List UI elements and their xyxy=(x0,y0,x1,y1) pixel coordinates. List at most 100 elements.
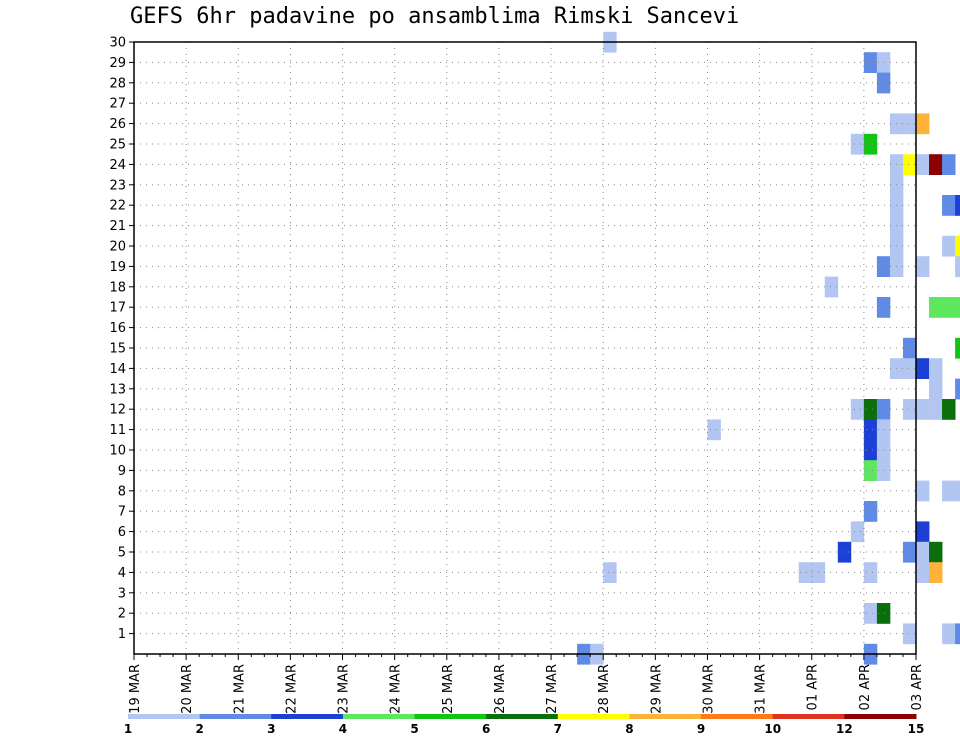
chart-title: GEFS 6hr padavine po ansamblima Rimski S… xyxy=(130,4,740,29)
heatmap-cell xyxy=(916,541,930,563)
y-tick-label: 13 xyxy=(109,382,126,397)
heatmap-cell xyxy=(942,154,956,175)
y-tick-label: 2 xyxy=(118,607,126,622)
heatmap-cell xyxy=(929,541,943,563)
heatmap-cell xyxy=(942,399,956,420)
x-tick-label: 26 MAR xyxy=(493,664,508,714)
heatmap-cell xyxy=(902,358,917,379)
y-tick-label: 21 xyxy=(109,219,126,234)
heatmap-cell xyxy=(850,399,865,420)
heatmap-cell xyxy=(902,399,917,420)
legend-label: 3 xyxy=(267,722,275,736)
heatmap-cell xyxy=(876,460,891,481)
legend-label: 2 xyxy=(195,722,203,736)
legend-label: 7 xyxy=(554,722,562,736)
legend-label: 4 xyxy=(339,722,347,736)
x-tick-label: 20 MAR xyxy=(180,664,195,714)
heatmap-cell xyxy=(916,154,930,175)
y-tick-label: 12 xyxy=(109,403,126,418)
x-tick-label: 03 APR xyxy=(910,664,925,710)
heatmap-cell xyxy=(837,541,852,563)
heatmap-cell xyxy=(916,480,930,502)
heatmap-cell xyxy=(876,419,891,441)
heatmap-cell xyxy=(916,113,930,135)
heatmap-cell xyxy=(902,113,917,135)
legend-swatch xyxy=(557,714,630,719)
y-tick-label: 15 xyxy=(109,342,126,357)
heatmap-cell xyxy=(902,337,917,359)
legend-swatch xyxy=(414,714,487,719)
y-tick-label: 5 xyxy=(118,546,126,561)
heatmap-cell xyxy=(955,195,960,216)
legend-label: 8 xyxy=(625,722,633,736)
y-tick-label: 9 xyxy=(118,464,126,479)
heatmap-cell xyxy=(902,623,917,645)
heatmap-cell xyxy=(863,603,878,624)
y-tick-label: 8 xyxy=(118,484,126,499)
y-tick-label: 1 xyxy=(118,627,126,642)
legend-swatch xyxy=(486,714,559,719)
legend-swatch xyxy=(701,714,774,719)
heatmap-cell xyxy=(850,133,865,155)
y-tick-label: 14 xyxy=(109,362,126,377)
y-tick-label: 20 xyxy=(109,240,126,255)
legend-label: 15 xyxy=(908,722,925,736)
heatmap-cell xyxy=(876,297,891,318)
heatmap-cell xyxy=(863,439,878,461)
heatmap-cell xyxy=(955,337,960,359)
heatmap-cell xyxy=(876,603,891,624)
heatmap-cell xyxy=(916,521,930,543)
y-tick-label: 17 xyxy=(109,301,126,316)
heatmap-cell xyxy=(929,562,943,583)
legend-swatch xyxy=(772,714,845,719)
x-tick-label: 24 MAR xyxy=(389,664,404,714)
heatmap-cell xyxy=(942,235,956,257)
legend-label: 5 xyxy=(410,722,418,736)
x-tick-label: 01 APR xyxy=(806,664,821,710)
heatmap-cell xyxy=(603,562,617,583)
heatmap-cell xyxy=(929,378,943,400)
heatmap-cell xyxy=(929,297,943,318)
heatmap-cell xyxy=(929,399,943,420)
heatmap-cell xyxy=(902,154,917,175)
y-tick-label: 29 xyxy=(109,56,126,71)
heatmap-cell xyxy=(955,623,960,645)
y-tick-label: 16 xyxy=(109,321,126,336)
y-tick-label: 18 xyxy=(109,280,126,295)
heatmap-cell xyxy=(942,195,956,216)
legend-swatch xyxy=(271,714,344,719)
heatmap-cell xyxy=(916,256,930,277)
heatmap-cell xyxy=(876,52,891,73)
heatmap-cell xyxy=(942,297,956,318)
heatmap-cell xyxy=(798,562,813,583)
heatmap-cell xyxy=(876,399,891,420)
legend-label: 9 xyxy=(697,722,705,736)
y-tick-label: 27 xyxy=(109,97,126,112)
y-tick-label: 6 xyxy=(118,525,126,540)
x-tick-label: 22 MAR xyxy=(284,664,299,714)
heatmap-cell xyxy=(902,541,917,563)
x-tick-label: 31 MAR xyxy=(754,664,769,714)
heatmap-cell xyxy=(955,297,960,318)
heatmap-cell xyxy=(824,276,839,298)
legend-label: 1 xyxy=(124,722,132,736)
y-tick-label: 10 xyxy=(109,444,126,459)
heatmap-cell xyxy=(850,521,865,543)
legend-swatch xyxy=(199,714,272,719)
y-tick-label: 19 xyxy=(109,260,126,275)
x-tick-label: 27 MAR xyxy=(545,664,560,714)
heatmap-cell xyxy=(955,256,960,277)
x-tick-label: 19 MAR xyxy=(128,664,143,714)
y-tick-label: 3 xyxy=(118,586,126,601)
legend-swatch xyxy=(128,714,201,719)
y-tick-label: 23 xyxy=(109,178,126,193)
heatmap-cell xyxy=(942,623,956,645)
heatmap-cell xyxy=(942,480,956,502)
y-tick-label: 25 xyxy=(109,138,126,153)
x-tick-label: 21 MAR xyxy=(232,664,247,714)
heatmap-cell xyxy=(863,562,878,583)
y-tick-label: 24 xyxy=(109,158,126,173)
heatmap-cell xyxy=(707,419,721,441)
heatmap-cell xyxy=(955,480,960,502)
y-tick-label: 26 xyxy=(109,117,126,132)
